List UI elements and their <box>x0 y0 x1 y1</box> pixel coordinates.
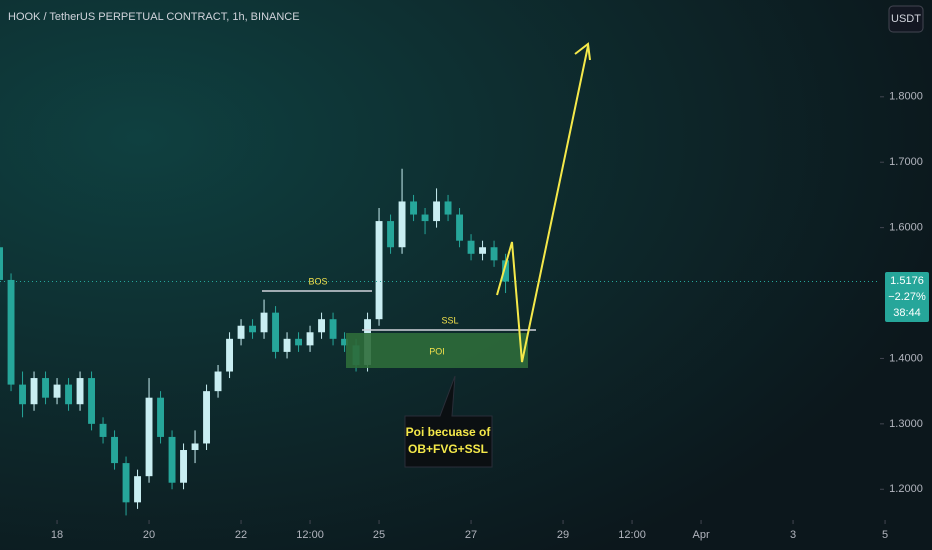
x-tick-label: 27 <box>465 529 477 541</box>
y-tick-label: 1.7000 <box>889 156 923 168</box>
y-tick-label: 1.3000 <box>889 418 923 430</box>
ssl-label: SSL <box>441 315 458 325</box>
x-tick-label: 25 <box>373 529 385 541</box>
currency-label: USDT <box>891 13 921 25</box>
candle-body <box>88 378 95 424</box>
candle-body <box>203 391 210 444</box>
candle-body <box>65 384 72 405</box>
candle-body <box>214 371 222 392</box>
candle-body <box>387 221 394 248</box>
candle-body <box>76 378 84 405</box>
annotations: BOS POI SSL Poi becuase of OB+FVG+SSL <box>262 42 591 468</box>
candle-body <box>168 436 176 483</box>
candle-body <box>318 319 325 333</box>
candle-body <box>421 214 429 222</box>
x-tick-label: 22 <box>235 529 247 541</box>
plot: 1.2000 1.3000 1.4000 1.6000 1.7000 1.8000 18 20… <box>0 91 923 541</box>
candle-body <box>42 378 49 398</box>
y-tick-label: 1.8000 <box>889 91 923 103</box>
candle-body <box>490 247 498 261</box>
x-tick-label: 20 <box>143 529 155 541</box>
callout-line: OB+FVG+SSL <box>408 442 488 456</box>
candle-body <box>456 214 464 241</box>
candle-body <box>283 338 291 352</box>
candle-body <box>260 312 268 333</box>
candle-body <box>444 201 452 215</box>
change-label: −2.27% <box>888 291 926 303</box>
candle-body <box>180 450 187 483</box>
price-label: 1.5176 <box>890 275 924 287</box>
candle-body <box>410 201 417 215</box>
candle-body <box>502 260 510 282</box>
candle-body <box>19 384 26 405</box>
y-tick-label: 1.4000 <box>889 352 923 364</box>
candle-body <box>30 378 38 405</box>
chart-title: HOOK / TetherUS PERPETUAL CONTRACT, 1h, … <box>8 11 300 23</box>
candle-body <box>0 247 3 280</box>
poi-zone <box>346 333 528 368</box>
callout <box>404 375 493 468</box>
x-tick-label: 29 <box>557 529 569 541</box>
countdown-label: 38:44 <box>893 307 921 319</box>
candle-body <box>226 338 233 372</box>
candle-body <box>134 476 141 503</box>
candle-body <box>295 338 302 346</box>
y-tick-label: 1.2000 <box>889 483 923 495</box>
candle-body <box>145 397 153 477</box>
y-tick-label: 1.6000 <box>889 222 923 234</box>
bos-label: BOS <box>308 276 327 286</box>
candle-body <box>341 338 348 346</box>
candle-body <box>237 325 245 339</box>
candle-body <box>467 240 475 254</box>
x-tick-label: 12:00 <box>296 529 324 541</box>
candle-body <box>111 436 118 464</box>
candle-body <box>122 463 130 503</box>
x-tick-label: 18 <box>51 529 63 541</box>
candle-body <box>433 201 440 222</box>
arrow-head <box>574 42 591 61</box>
candle-body <box>306 332 314 346</box>
x-tick-label: 5 <box>882 529 888 541</box>
candle-body <box>249 325 256 333</box>
poi-label: POI <box>429 346 445 356</box>
candle-body <box>99 423 107 437</box>
callout-line: Poi becuase of <box>406 425 492 439</box>
candle-body <box>329 319 337 339</box>
projection-path <box>496 45 589 363</box>
candle-body <box>375 221 383 320</box>
candle-body <box>272 312 279 352</box>
candle-body <box>7 279 15 385</box>
price-badge <box>885 272 929 322</box>
x-tick-label: 3 <box>790 529 796 541</box>
candle-body <box>191 443 199 451</box>
candle-body <box>479 247 487 254</box>
x-tick-label: 12:00 <box>618 529 646 541</box>
candle-body <box>398 201 406 248</box>
candle-body <box>157 397 164 437</box>
currency-button[interactable] <box>888 5 924 33</box>
candle-body <box>53 384 61 398</box>
x-tick-label: Apr <box>692 529 709 541</box>
